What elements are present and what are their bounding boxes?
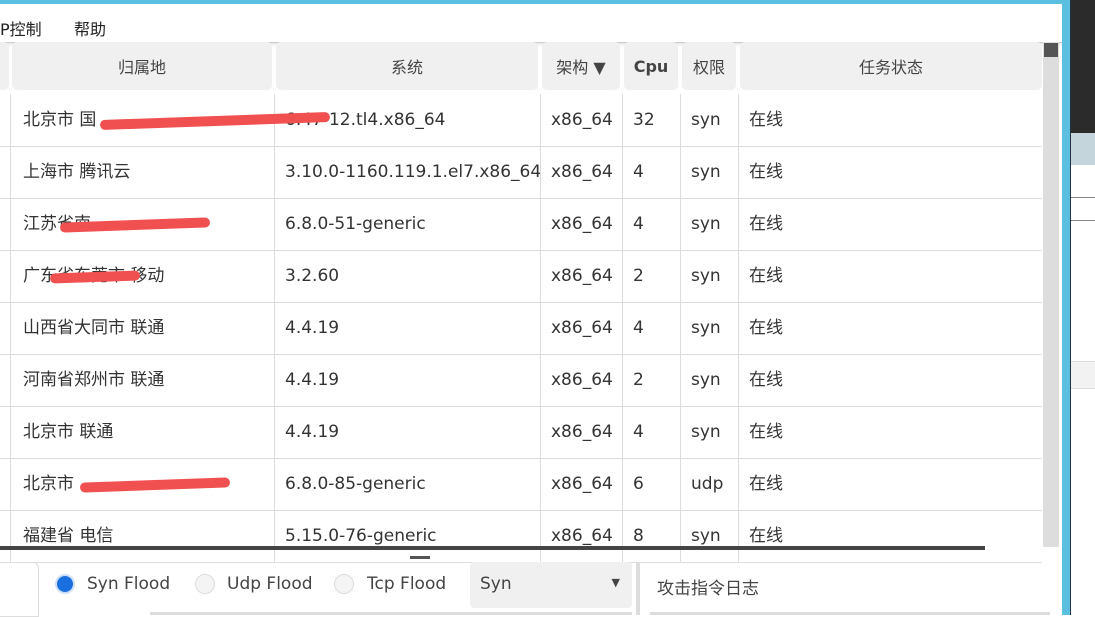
cell-system: 4.4.19 (274, 302, 542, 354)
cell-location: 河南省郑州市 联通 (10, 354, 275, 406)
dropdown-value: Syn (480, 574, 512, 594)
cell-cpu: 6 (622, 458, 680, 510)
radio-syn-flood[interactable] (55, 574, 75, 594)
table-row[interactable]: 北京市 联通 4.4.19 x86_64 4 syn 在线 (0, 406, 1042, 459)
cell-arch: x86_64 (540, 302, 622, 354)
cell-cpu: 2 (622, 354, 680, 406)
menu-control[interactable]: P控制 (0, 20, 42, 39)
label-udp-flood: Udp Flood (227, 574, 313, 594)
cell-location: 上海市 腾讯云 (10, 146, 275, 198)
header-system[interactable]: 系统 (276, 42, 538, 90)
cell-perm: syn (680, 354, 738, 406)
cell-system: 3.10.0-1160.119.1.el7.x86_64 (274, 146, 542, 198)
app-window: P控制 帮助 (0, 0, 1062, 43)
cell-arch: x86_64 (540, 458, 622, 510)
cell-status: 在线 (738, 250, 1042, 302)
header-permission[interactable]: 权限 (682, 42, 736, 90)
cell-location: 福建省 电信 (10, 510, 275, 562)
attack-panel: Syn Flood Udp Flood Tcp Flood Syn ▼ 攻击指令… (0, 562, 1062, 617)
cell-arch: x86_64 (540, 198, 622, 250)
cell-cpu: 2 (622, 250, 680, 302)
chevron-down-icon: ▼ (611, 576, 620, 589)
cell-perm: syn (680, 406, 738, 458)
label-tcp-flood: Tcp Flood (367, 574, 447, 594)
cell-arch: x86_64 (540, 146, 622, 198)
cell-perm: syn (680, 250, 738, 302)
cell-status: 在线 (738, 146, 1042, 198)
attack-type-dropdown[interactable]: Syn ▼ (470, 562, 632, 608)
cell-cpu: 4 (622, 406, 680, 458)
log-area-edge (650, 612, 1050, 615)
splitter-handle[interactable] (410, 556, 430, 559)
header-location[interactable]: 归属地 (12, 42, 272, 90)
cell-status: 在线 (738, 406, 1042, 458)
background-window (1071, 0, 1095, 615)
cell-location: 北京市 国 (10, 94, 275, 146)
cell-arch: x86_64 (540, 510, 622, 562)
table-row[interactable]: 北京市 6.8.0-85-generic x86_64 6 udp 在线 (0, 458, 1042, 511)
cell-perm: syn (680, 510, 738, 562)
cell-status: 在线 (738, 198, 1042, 250)
radio-udp-flood[interactable] (195, 574, 215, 594)
header-cpu[interactable]: Cpu (624, 42, 678, 90)
cell-system: 5.15.0-76-generic (274, 510, 542, 562)
cell-status: 在线 (738, 94, 1042, 146)
cell-perm: syn (680, 146, 738, 198)
scroll-thumb[interactable] (1044, 43, 1058, 57)
radio-tcp-flood[interactable] (334, 574, 354, 594)
left-panel (0, 562, 39, 617)
header-partial[interactable] (0, 42, 9, 90)
header-status[interactable]: 任务状态 (740, 42, 1042, 90)
table-row[interactable]: 山西省大同市 联通 4.4.19 x86_64 4 syn 在线 (0, 302, 1042, 355)
table-row[interactable]: 上海市 腾讯云 3.10.0-1160.119.1.el7.x86_64 x86_6… (0, 146, 1042, 199)
table-row[interactable]: 福建省 电信 5.15.0-76-generic x86_64 8 syn 在线 (0, 510, 1042, 563)
window-border (1062, 0, 1071, 615)
cell-location: 北京市 (10, 458, 275, 510)
table-row[interactable]: 北京市 国 6.47-12.tl4.x86_64 x86_64 32 syn 在线 (0, 94, 1042, 147)
header-arch[interactable]: 架构 ▼ (542, 42, 620, 90)
cell-cpu: 32 (622, 94, 680, 146)
label-syn-flood: Syn Flood (87, 574, 171, 594)
cell-status: 在线 (738, 458, 1042, 510)
cell-status: 在线 (738, 354, 1042, 406)
cell-system: 4.4.19 (274, 406, 542, 458)
vertical-scrollbar[interactable] (1043, 42, 1059, 547)
cell-location: 北京市 联通 (10, 406, 275, 458)
cell-status: 在线 (738, 510, 1042, 562)
cell-cpu: 4 (622, 146, 680, 198)
input-edge (150, 612, 632, 615)
table-row[interactable]: 江苏省南 6.8.0-51-generic x86_64 4 syn 在线 (0, 198, 1042, 251)
cell-cpu: 4 (622, 302, 680, 354)
cell-location: 山西省大同市 联通 (10, 302, 275, 354)
menu-help[interactable]: 帮助 (74, 20, 107, 39)
cell-system: 4.4.19 (274, 354, 542, 406)
cell-system: 6.8.0-51-generic (274, 198, 542, 250)
divider (636, 562, 640, 615)
menu-bar: P控制 帮助 (0, 8, 1062, 43)
table-row[interactable]: 河南省郑州市 联通 4.4.19 x86_64 2 syn 在线 (0, 354, 1042, 407)
horizontal-scrollbar[interactable] (0, 546, 985, 550)
log-title: 攻击指令日志 (657, 579, 759, 599)
cell-perm: udp (680, 458, 738, 510)
cell-arch: x86_64 (540, 406, 622, 458)
cell-arch: x86_64 (540, 94, 622, 146)
cell-arch: x86_64 (540, 354, 622, 406)
cell-arch: x86_64 (540, 250, 622, 302)
cell-perm: syn (680, 302, 738, 354)
cell-status: 在线 (738, 302, 1042, 354)
cell-system: 3.2.60 (274, 250, 542, 302)
cell-perm: syn (680, 94, 738, 146)
cell-system: 6.8.0-85-generic (274, 458, 542, 510)
cell-cpu: 4 (622, 198, 680, 250)
cell-perm: syn (680, 198, 738, 250)
cell-cpu: 8 (622, 510, 680, 562)
